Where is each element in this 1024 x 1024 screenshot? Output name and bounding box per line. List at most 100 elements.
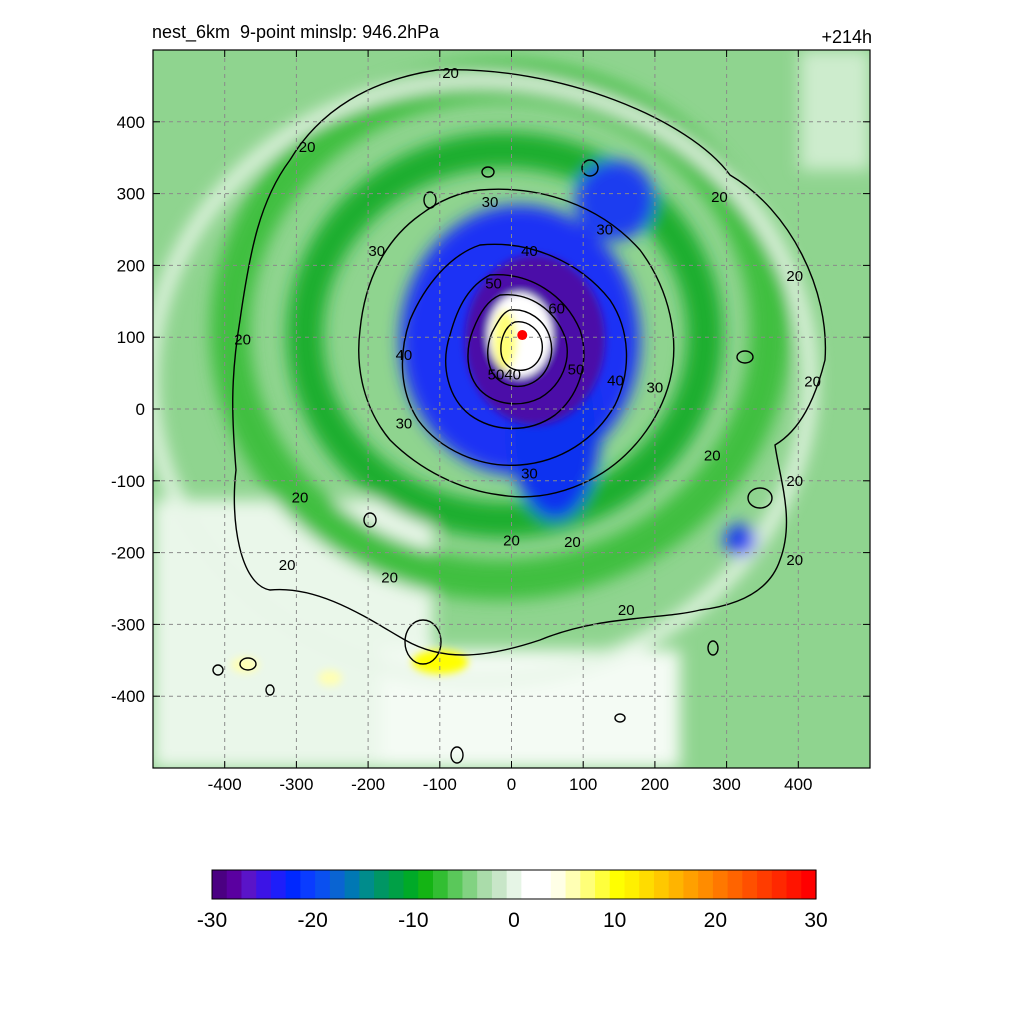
colorbar-swatch: [329, 870, 346, 899]
colorbar-frame: [211, 869, 817, 900]
contour-label: 5040: [488, 367, 521, 384]
colorbar-swatch: [521, 870, 537, 899]
eye-yellow-edge: [493, 310, 517, 370]
colorbar-swatch: [315, 870, 331, 899]
colorbar: [212, 870, 817, 899]
field-pale-ne: [800, 50, 870, 170]
contour-small-n2: [481, 166, 495, 178]
contour-label: 20: [299, 139, 316, 156]
contour-small-n1: [581, 159, 599, 177]
contour-20: [232, 69, 827, 656]
contour-labels: 20 20 20 20 20 20 20 20 20 20 20 20 20 20 20 30 30 30 30 30…: [234, 65, 821, 619]
blue-patch-ne: [575, 160, 655, 240]
colorbar-swatch: [462, 870, 478, 899]
colorbar-swatch: [403, 870, 419, 899]
colorbar-swatch: [226, 870, 243, 899]
x-tick-label: -100: [423, 775, 457, 794]
contour-label: 30: [647, 379, 664, 396]
colorbar-swatch: [580, 870, 596, 899]
x-tick-label: -200: [351, 775, 385, 794]
contour-label: 40: [521, 243, 538, 260]
contour-label: 30: [521, 466, 538, 483]
contour-label: 20: [564, 534, 581, 551]
colorbar-swatch: [241, 870, 257, 899]
spiral-band-light: [153, 73, 817, 687]
blue-patch-se: [724, 524, 756, 556]
contour-label: 20: [292, 489, 309, 506]
contour-label: 20: [234, 331, 251, 348]
y-tick-label: -400: [111, 687, 145, 706]
storm-center-marker: [517, 330, 528, 341]
contour-small-se: [707, 640, 719, 656]
colorbar-swatch: [698, 870, 714, 899]
contour-small-n3: [423, 191, 437, 209]
contour-label: 40: [607, 372, 624, 389]
contour-label: 40: [396, 347, 413, 364]
contour-label: 20: [786, 552, 803, 569]
colorbar-tick-label: -10: [398, 909, 428, 932]
contour-label: 20: [618, 602, 635, 619]
colorbar-swatch: [418, 870, 434, 899]
colorbar-swatch: [742, 870, 758, 899]
yellow-patch-sw2: [318, 670, 342, 686]
y-tick-label: 400: [117, 113, 145, 132]
colorbar-swatch: [536, 870, 552, 899]
colorbar-swatch: [359, 870, 375, 899]
colorbar-swatch: [757, 870, 773, 899]
contour-50: [445, 274, 585, 430]
y-tick-label: 100: [117, 328, 145, 347]
wind-field-shading: 20 20 20 20 20 20 20 20 20 20 20 20 20 20 20 30 30 30 30 30…: [153, 50, 870, 768]
contour-small-e1: [747, 487, 773, 509]
contour-label: 30: [396, 415, 413, 432]
yellow-patch-sw1: [231, 657, 259, 673]
contour-30: [358, 188, 675, 498]
contour-small-w: [363, 512, 377, 528]
colorbar-tick-label: 10: [603, 909, 626, 932]
contour-70: [487, 309, 553, 387]
x-tick-label: 400: [784, 775, 812, 794]
colorbar-swatch: [256, 870, 272, 899]
colorbar-swatch: [285, 870, 301, 899]
colorbar-tick-label: -20: [297, 909, 327, 932]
contour-label: 60: [548, 300, 565, 317]
contour-label: 20: [279, 557, 296, 574]
colorbar-swatch: [506, 870, 522, 899]
contour-label: 30: [596, 222, 613, 239]
x-tick-label: 200: [641, 775, 669, 794]
contour-60: [467, 294, 568, 405]
contour-small-e2: [736, 350, 754, 364]
colorbar-swatch: [801, 870, 817, 899]
colorbar-swatch: [447, 870, 464, 899]
colorbar-swatch: [344, 870, 360, 899]
colorbar-swatch: [771, 870, 788, 899]
colorbar-tick-labels: -30 -20 -10 0 10 20 30: [197, 909, 828, 932]
contour-small-s: [404, 619, 442, 665]
colorbar-tick-label: -30: [197, 909, 227, 932]
x-tick-label: 0: [507, 775, 516, 794]
colorbar-tick-label: 20: [704, 909, 727, 932]
contour-small-bottom2: [614, 713, 626, 723]
colorbar-swatch: [639, 870, 655, 899]
colorbar-swatch: [653, 870, 670, 899]
contour-label: 20: [381, 570, 398, 587]
colorbar-swatch: [374, 870, 390, 899]
contour-label: 50: [485, 275, 502, 292]
contour-small-sw1: [239, 657, 257, 671]
contour-label: 20: [786, 268, 803, 285]
y-tick-label: -100: [111, 472, 145, 491]
y-tick-label: 200: [117, 256, 145, 275]
colorbar-swatch: [727, 870, 743, 899]
contour-label: 20: [442, 65, 459, 82]
x-tick-label: -300: [279, 775, 313, 794]
colorbar-tick-label: 0: [508, 909, 520, 932]
axis-ticks: [153, 50, 870, 768]
contour-lines: [212, 69, 827, 764]
colorbar-swatch: [432, 870, 449, 899]
contour-label: 20: [804, 374, 821, 391]
y-tick-label: -300: [111, 615, 145, 634]
colorbar-swatch: [595, 870, 611, 899]
colorbar-swatch: [624, 870, 640, 899]
contour-small-sw3: [265, 684, 275, 696]
x-axis-tick-labels: -400 -300 -200 -100 0 100 200 300 400: [208, 775, 813, 794]
